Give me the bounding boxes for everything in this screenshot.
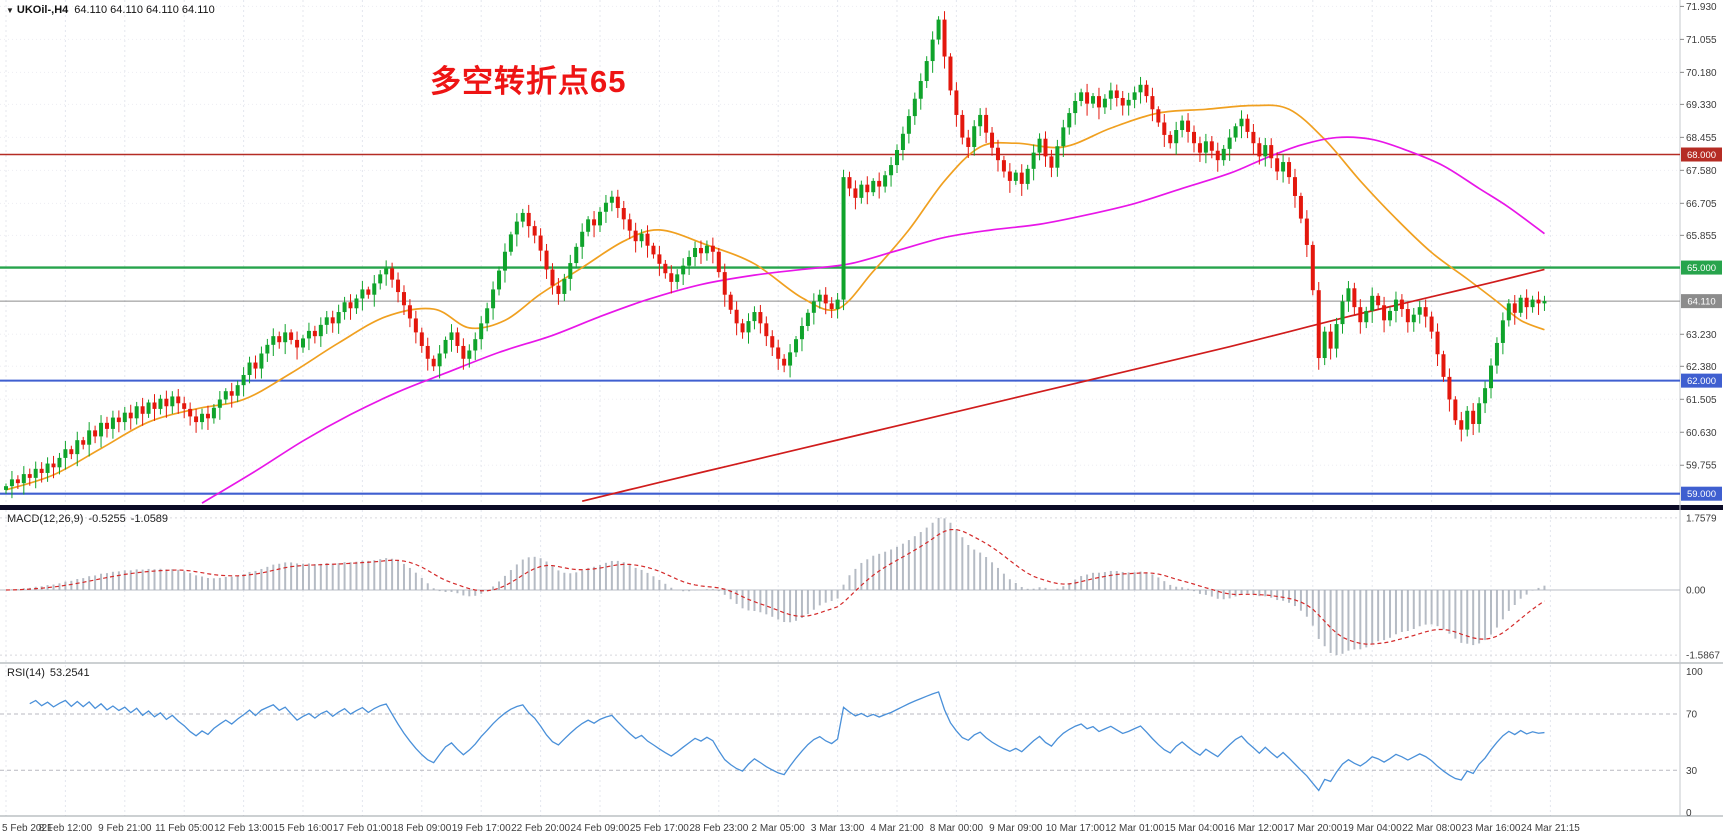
date-tick-label: 19 Mar 04:00 [1343,823,1402,834]
price-badge-label: 65.000 [1687,263,1716,274]
price-tick-label: 63.230 [1686,330,1717,341]
price-badge-59.000 [1681,486,1722,501]
rsi-value: 53.2541 [49,667,90,679]
price-badge-label: 59.000 [1687,489,1716,500]
date-tick-label: 5 Feb 2021 [2,823,53,834]
macd-label: MACD(12,26,9) -0.5255 -1.0589 [7,513,168,525]
date-tick-label: 22 Feb 20:00 [511,823,570,834]
price-tick-label: 65.855 [1686,231,1717,242]
symbol-dropdown-icon[interactable]: ▼ [6,6,14,15]
date-tick-label: 8 Mar 00:00 [930,823,984,834]
date-tick-label: 9 Mar 09:00 [989,823,1043,834]
date-tick-label: 8 Feb 12:00 [39,823,93,834]
price-tick-label: 70.180 [1686,68,1717,79]
candlestick-layer [4,11,1547,499]
price-tick-label: 71.055 [1686,35,1717,46]
rsi-scale-label: 70 [1686,709,1698,720]
ohlc-readout: 64.110 64.110 64.110 64.110 [74,4,215,16]
grid-layer [0,0,1723,817]
rsi-name: RSI(14) [7,667,45,679]
price-badge-label: 62.000 [1687,376,1716,387]
rsi-scale-label: 100 [1686,667,1703,678]
macd-signal-value: -1.0589 [130,513,169,525]
date-tick-label: 2 Mar 05:00 [752,823,806,834]
chart-annotation: 多空转折点65 [430,64,627,99]
date-tick-label: 22 Mar 08:00 [1402,823,1461,834]
level-lines-layer [0,153,1680,495]
price-badge-label: 68.000 [1687,150,1716,161]
moving-averages-layer [5,104,1545,504]
date-tick-label: 15 Mar 04:00 [1165,823,1224,834]
date-tick-label: 17 Mar 20:00 [1283,823,1342,834]
price-tick-label: 68.455 [1686,133,1717,144]
price-tick-label: 59.755 [1686,461,1717,472]
date-tick-label: 17 Feb 01:00 [333,823,392,834]
symbol-title: UKOil-,H4 [16,4,69,16]
date-tick-label: 18 Feb 09:00 [392,823,451,834]
date-tick-label: 10 Mar 17:00 [1046,823,1105,834]
macd-main-value: -0.5255 [88,513,126,525]
date-tick-label: 19 Feb 17:00 [452,823,511,834]
price-tick-label: 62.380 [1686,362,1717,373]
rsi-scale-label: 0 [1686,808,1692,819]
date-tick-label: 3 Mar 13:00 [811,823,865,834]
macd-scale-label: 0.00 [1686,586,1706,597]
macd-panel-layer [0,517,1680,656]
date-tick-label: 16 Mar 12:00 [1224,823,1283,834]
macd-scale-label: -1.5867 [1686,651,1720,662]
date-tick-label: 11 Feb 05:00 [155,823,214,834]
price-badge-65.000 [1681,260,1722,275]
price-badge-62.000 [1681,373,1722,388]
rsi-panel-layer [0,691,1680,792]
price-tick-label: 60.630 [1686,428,1717,439]
price-tick-label: 67.580 [1686,166,1717,177]
date-tick-label: 28 Feb 23:00 [689,823,748,834]
price-badge-68.000 [1681,147,1722,162]
date-tick-label: 23 Mar 16:00 [1462,823,1521,834]
price-badge-label: 64.110 [1687,297,1715,308]
price-tick-label: 69.330 [1686,100,1717,111]
macd-name: MACD(12,26,9) [7,513,84,525]
macd-scale-label: 1.7579 [1686,513,1717,524]
date-tick-label: 25 Feb 17:00 [630,823,689,834]
rsi-scale-label: 30 [1686,766,1698,777]
price-tick-label: 71.930 [1686,2,1717,13]
date-tick-label: 12 Mar 01:00 [1105,823,1164,834]
symbol-header: ▼ UKOil-,H4 64.110 64.110 64.110 64.110 [6,4,215,16]
price-tick-label: 61.505 [1686,395,1717,406]
price-badge-64.110 [1681,294,1722,309]
date-tick-label: 24 Feb 09:00 [571,823,630,834]
date-tick-label: 4 Mar 21:00 [870,823,924,834]
date-tick-label: 9 Feb 21:00 [98,823,152,834]
rsi-label: RSI(14) 53.2541 [7,667,90,679]
date-tick-label: 15 Feb 16:00 [274,823,333,834]
price-tick-label: 66.705 [1686,199,1717,210]
date-tick-label: 12 Feb 13:00 [214,823,273,834]
date-tick-label: 24 Mar 21:15 [1521,823,1580,834]
